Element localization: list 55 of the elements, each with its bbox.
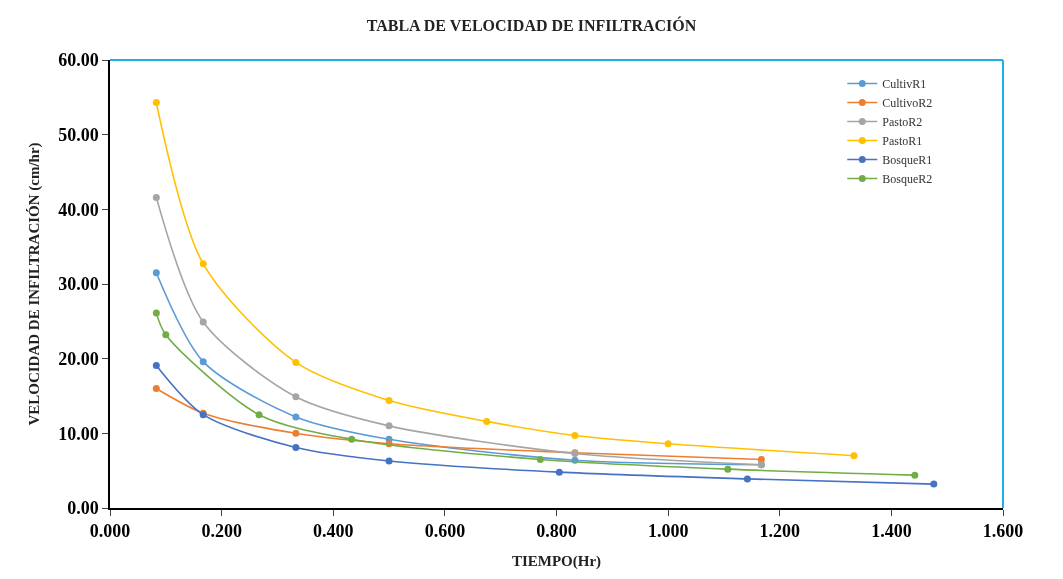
point xyxy=(292,413,300,421)
point xyxy=(255,411,263,419)
x-axis-title: TIEMPO(Hr) xyxy=(511,552,602,570)
point xyxy=(292,393,300,401)
x-tick-label: 0.400 xyxy=(313,521,354,542)
point xyxy=(911,471,919,479)
point xyxy=(483,417,491,425)
x-tick-label: 0.200 xyxy=(201,521,242,542)
x-tick-label: 1.200 xyxy=(759,521,800,542)
point xyxy=(292,358,300,366)
point xyxy=(536,455,544,463)
y-tick-label: 20.00 xyxy=(58,348,99,369)
y-tick-label: 40.00 xyxy=(58,199,99,220)
point xyxy=(348,435,356,443)
point xyxy=(162,331,170,339)
point xyxy=(199,358,207,366)
point xyxy=(385,457,393,465)
point xyxy=(571,432,579,440)
point xyxy=(152,99,160,107)
x-tick-label: 1.000 xyxy=(647,521,689,542)
legend-label: CultivoR2 xyxy=(882,96,933,111)
legend-label: BosqueR2 xyxy=(882,172,933,187)
y-tick-label: 60.00 xyxy=(58,50,99,71)
point xyxy=(930,480,938,488)
x-tick-label: 0.600 xyxy=(424,521,466,542)
legend-label: PastoR1 xyxy=(882,134,923,149)
y-tick-label: 10.00 xyxy=(58,423,99,444)
y-tick-label: 0.00 xyxy=(67,498,99,519)
point xyxy=(743,475,751,483)
point xyxy=(292,444,300,452)
x-tick-label: 1.400 xyxy=(871,521,912,542)
point xyxy=(152,193,160,201)
point xyxy=(385,396,393,404)
point xyxy=(664,440,672,448)
point xyxy=(152,385,160,393)
point xyxy=(152,269,160,277)
y-tick-label: 30.00 xyxy=(58,274,99,295)
point xyxy=(199,260,207,268)
legend-label: BosqueR1 xyxy=(882,153,933,168)
point xyxy=(850,452,858,460)
legend-label: CultivR1 xyxy=(882,77,927,92)
point xyxy=(555,468,563,476)
point xyxy=(199,318,207,326)
x-tick-label: 0.800 xyxy=(536,521,577,542)
x-tick-label: 0.000 xyxy=(89,521,131,542)
point xyxy=(292,429,300,437)
point xyxy=(152,309,160,317)
point xyxy=(152,361,160,369)
y-tick-label: 50.00 xyxy=(58,124,99,145)
chart-title: TABLA DE VELOCIDAD DE INFILTRACIÓN xyxy=(366,16,697,35)
point xyxy=(724,465,732,473)
x-tick-label: 1.600 xyxy=(982,521,1024,542)
y-axis-title: VELOCIDAD DE INFILTRACIÓN (cm/hr) xyxy=(25,142,43,426)
point xyxy=(385,422,393,430)
legend-label: PastoR2 xyxy=(882,115,923,130)
